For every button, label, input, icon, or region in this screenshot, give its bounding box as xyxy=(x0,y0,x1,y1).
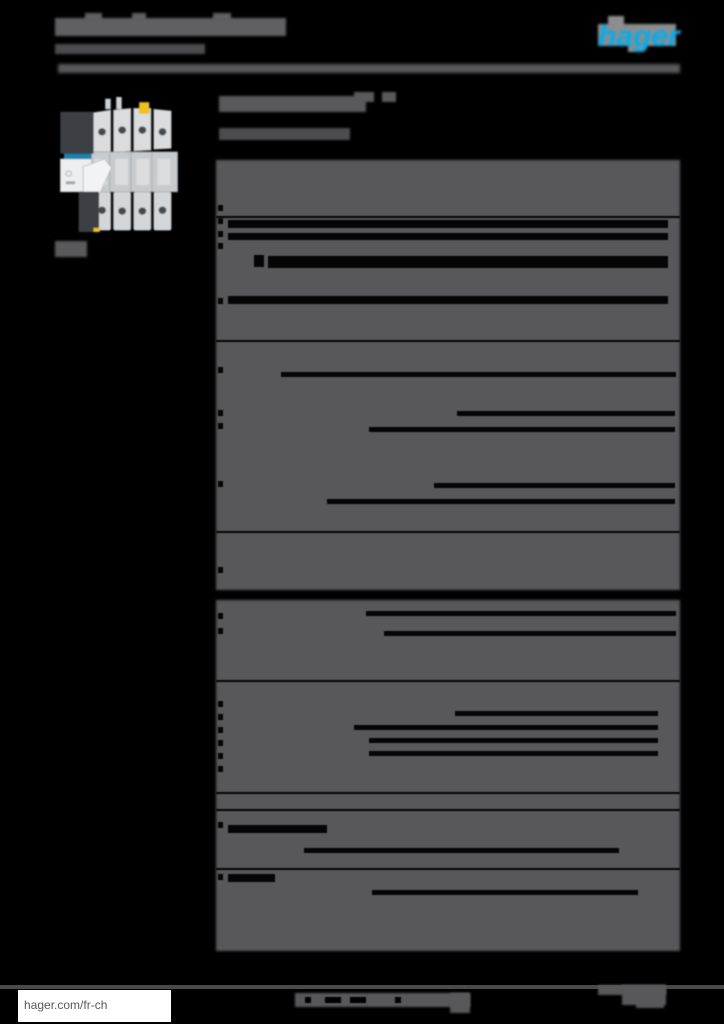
svg-text:hager: hager xyxy=(598,20,682,53)
